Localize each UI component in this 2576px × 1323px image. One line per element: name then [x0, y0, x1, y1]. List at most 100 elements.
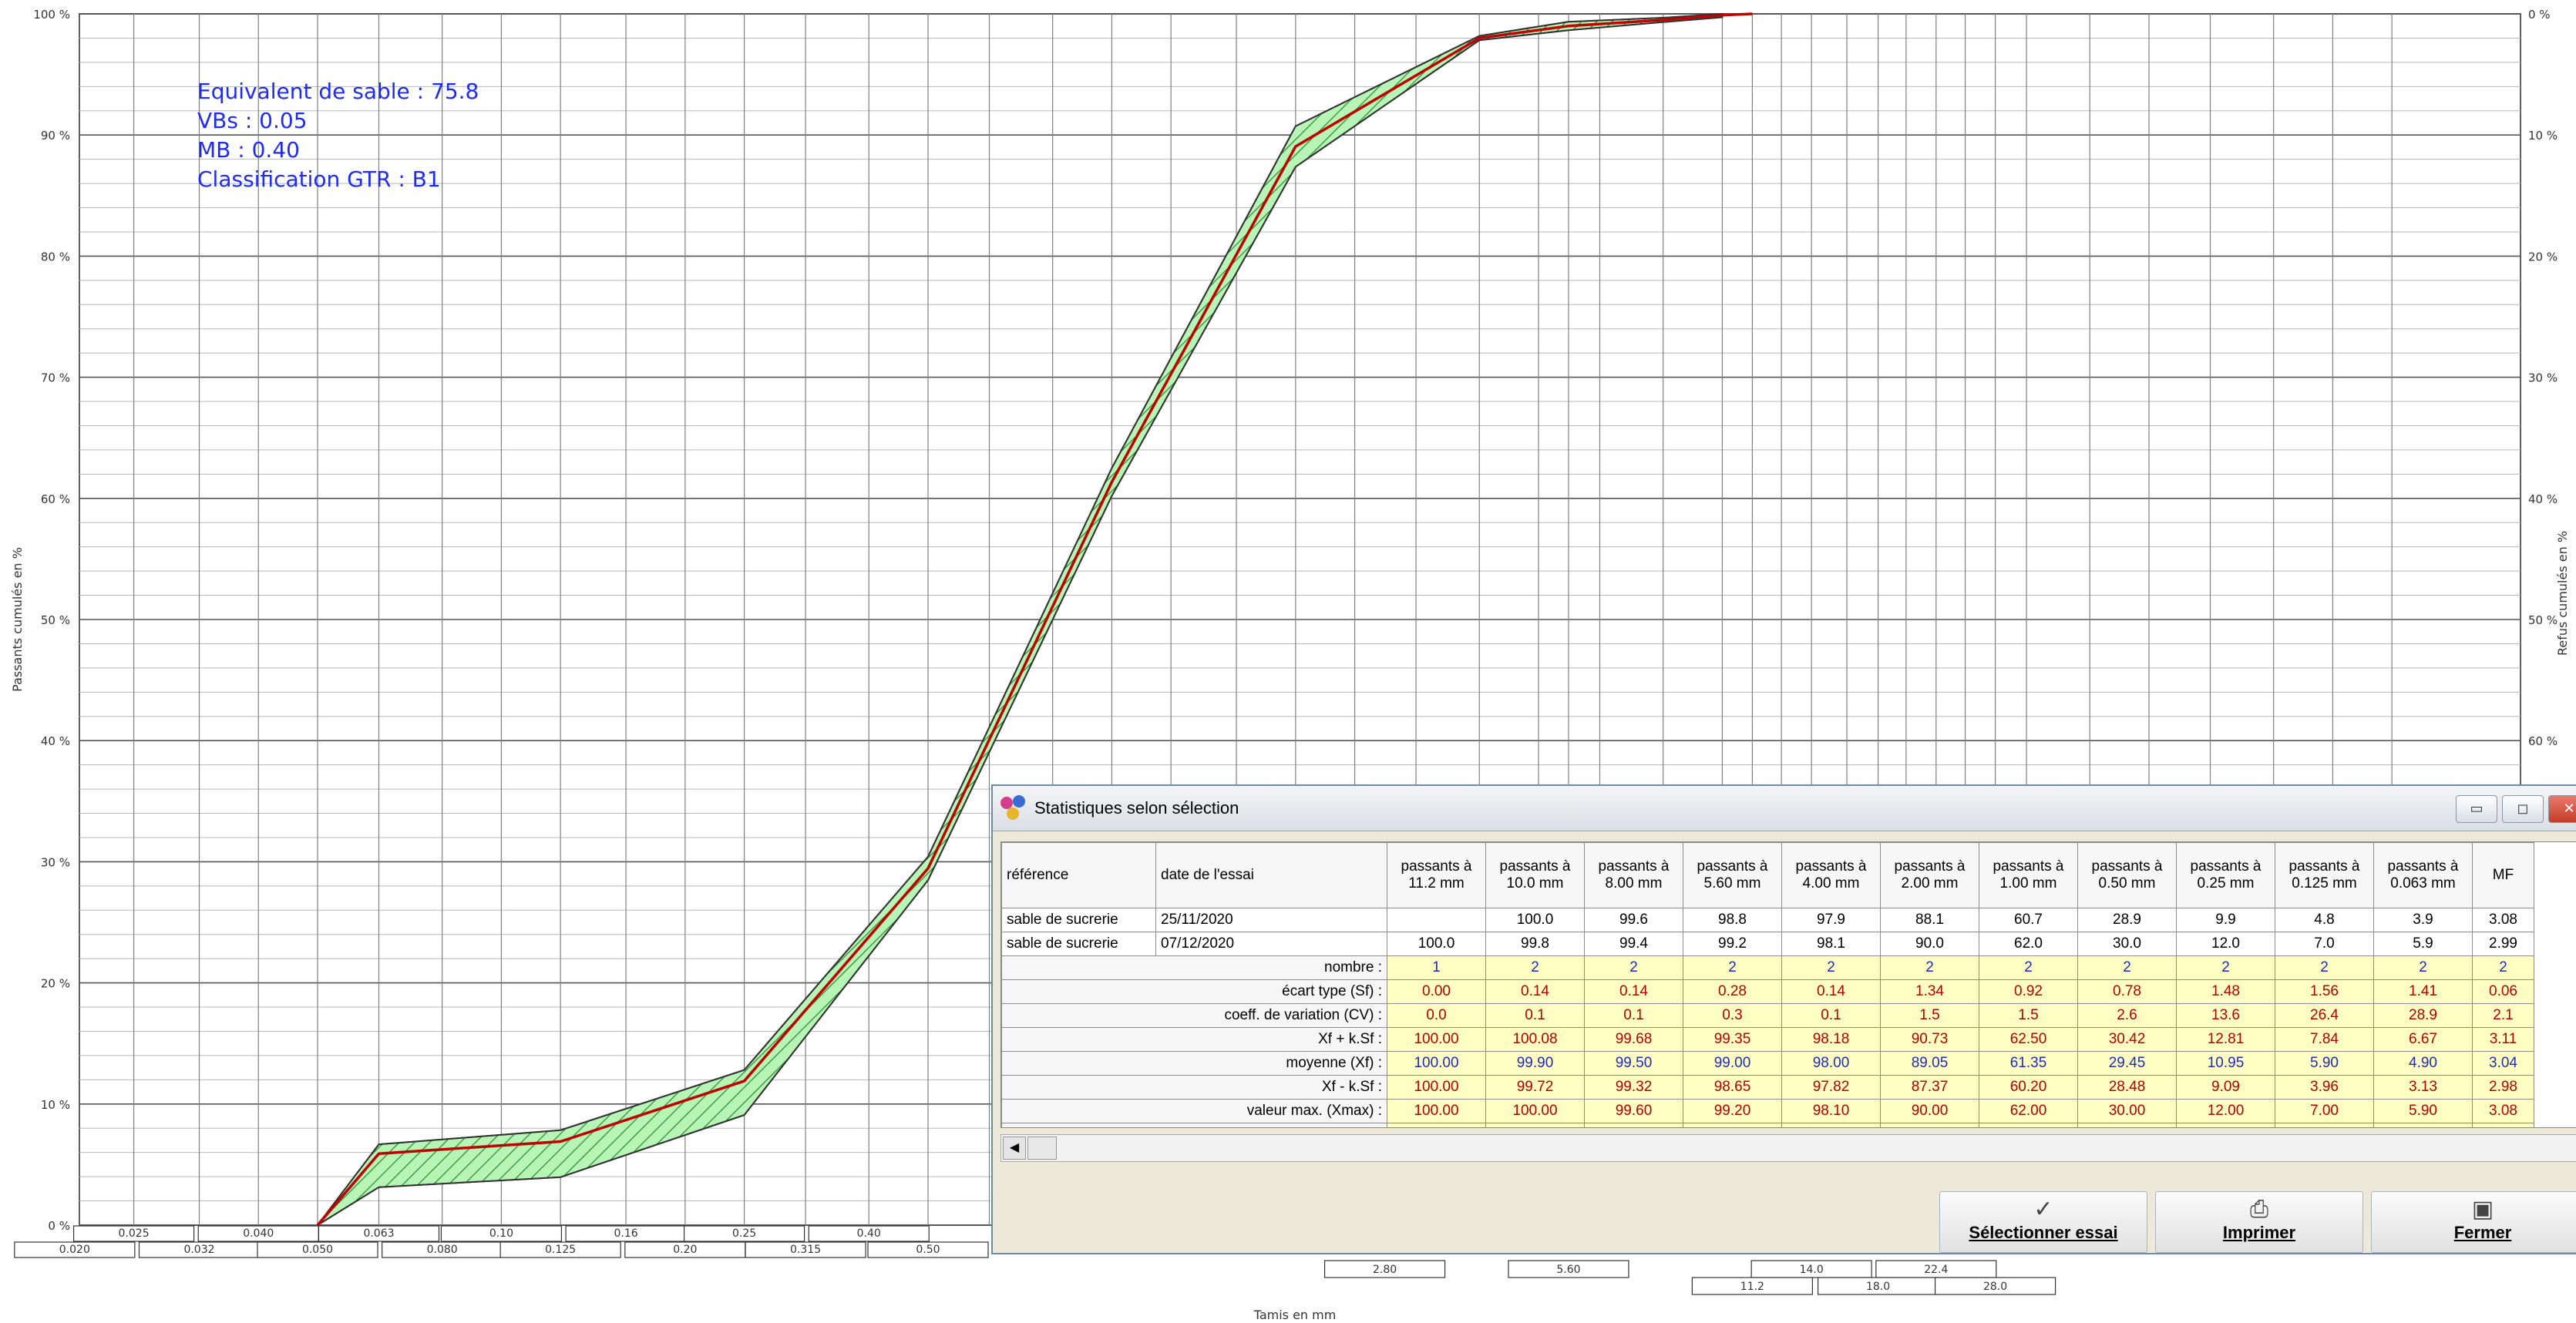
stat-label: valeur max. (Xmax) : — [1001, 1099, 1387, 1123]
horizontal-scrollbar[interactable]: ◀ — [1000, 1134, 2576, 1162]
column-header-sieve[interactable]: passants à 5.60 mm — [1683, 842, 1782, 908]
y2-axis-title: Refus cumulés en % — [2555, 531, 2570, 656]
stat-row: valeur max. (Xmax) :100.00 100.00 99.60 99.… — [1001, 1099, 2534, 1123]
stat-value: 5.90 — [2373, 1099, 2473, 1123]
column-header-sieve[interactable]: passants à 0.125 mm — [2275, 842, 2374, 908]
stat-value: 100.00 — [1387, 1075, 1486, 1100]
stat-row: Xf - k.Sf :100.00 99.72 99.32 98.65 97.82 87.… — [1001, 1075, 2534, 1100]
stat-value: 99.35 — [1683, 1027, 1782, 1052]
stat-value: 99.00 — [1683, 1051, 1782, 1076]
stat-value: 30.00 — [2077, 1099, 2177, 1123]
x-tick-label: 22.4 — [1924, 1264, 1948, 1276]
column-header-sieve[interactable]: passants à 0.25 mm — [2176, 842, 2275, 908]
column-header-line2: 5.60 mm — [1703, 875, 1761, 892]
cell-value: 62.0 — [1979, 932, 2078, 956]
stat-value: 3.11 — [2472, 1027, 2534, 1052]
print-button[interactable]: ⎙ Imprimer — [2155, 1191, 2363, 1253]
column-header-line1: passants à — [1598, 858, 1670, 875]
cell-value: 88.1 — [1880, 908, 1979, 932]
cell-value: 9.9 — [2176, 908, 2275, 932]
scroll-left-icon[interactable]: ◀ — [1003, 1137, 1026, 1160]
stat-row: valeur min. (Xmin) :100.0099.8099.4098.8… — [1001, 1123, 2534, 1127]
x-tick-label: 11.2 — [1740, 1281, 1764, 1293]
stat-value: 100.00 — [1387, 1027, 1486, 1052]
column-header-sieve[interactable]: passants à 2.00 mm — [1880, 842, 1979, 908]
stat-value: 60.20 — [1979, 1075, 2078, 1100]
statistics-window[interactable]: Statistiques selon sélection ▭ ◻ ✕ référ… — [991, 784, 2576, 1254]
stat-label: valeur min. (Xmin) : — [1001, 1123, 1387, 1127]
scroll-thumb[interactable] — [1027, 1137, 1057, 1160]
cell-value: 98.1 — [1781, 932, 1881, 956]
cell-value: 4.8 — [2275, 908, 2374, 932]
stat-value: 99.32 — [1584, 1075, 1683, 1100]
mean-curve — [316, 13, 1723, 1227]
stat-value: 98.00 — [1781, 1051, 1881, 1076]
close-icon[interactable]: ✕ — [2548, 795, 2576, 823]
column-header-line2: 10.0 mm — [1506, 875, 1564, 892]
y2-tick-label: 40 % — [2528, 492, 2558, 506]
upper-bound-line — [317, 13, 1723, 1226]
stat-value: 6.67 — [2373, 1027, 2473, 1052]
y2-tick-label: 30 % — [2528, 371, 2558, 385]
cell-value: 97.9 — [1781, 908, 1881, 932]
x-tick-label: 0.025 — [119, 1227, 150, 1240]
select-icon: ✓ — [2033, 1197, 2053, 1222]
stat-value: 99.20 — [1683, 1099, 1782, 1123]
stat-row: moyenne (Xf) :100.00 99.90 99.50 99.00 98.00… — [1001, 1051, 2534, 1076]
column-header-line1: passants à — [2288, 858, 2360, 875]
stat-value: 100.00 — [1387, 1051, 1486, 1076]
x-tick-label: 0.10 — [489, 1227, 513, 1240]
x-tick-label-box — [683, 1225, 805, 1242]
stat-value: 5.90 — [2275, 1051, 2374, 1076]
stat-value: 99.60 — [1584, 1099, 1683, 1123]
x-tick-label: 18.0 — [1866, 1281, 1890, 1293]
column-header-sieve[interactable]: passants à 4.00 mm — [1781, 842, 1881, 908]
stat-value: 28.90 — [2077, 1123, 2177, 1127]
stat-value: 88.10 — [1880, 1123, 1979, 1127]
table-row[interactable]: sable de sucrerie 25/11/2020 100.0 99.6 98.8… — [1001, 908, 2534, 932]
maximize-button[interactable]: ◻ — [2502, 795, 2544, 823]
y-tick-label: 20 % — [41, 977, 70, 991]
statistics-grid[interactable]: référence date de l'essai passants à 11.2 m… — [1000, 841, 2576, 1128]
stat-value: 0.14 — [1485, 979, 1585, 1004]
app-icon — [1000, 795, 1027, 821]
window-titlebar[interactable]: Statistiques selon sélection ▭ ◻ ✕ — [993, 786, 2576, 831]
close-window-button[interactable]: ▣ Fermer — [2371, 1191, 2576, 1253]
column-header-sieve[interactable]: passants à 8.00 mm — [1584, 842, 1683, 908]
stat-label: moyenne (Xf) : — [1001, 1051, 1387, 1076]
column-header-date[interactable]: date de l'essai — [1155, 842, 1387, 908]
stat-value: 1.34 — [1880, 979, 1979, 1004]
x-tick-label: 0.16 — [614, 1227, 637, 1240]
y-tick-label: 60 % — [41, 492, 70, 506]
stat-value: 2 — [1781, 955, 1881, 980]
window-title: Statistiques selon sélection — [1034, 798, 1239, 818]
x-tick-label: 0.050 — [302, 1244, 333, 1256]
column-header-reference[interactable]: référence — [1001, 842, 1156, 908]
stat-value: 0.0 — [1387, 1003, 1486, 1028]
stat-value: 90.73 — [1880, 1027, 1979, 1052]
stat-label: Xf - k.Sf : — [1001, 1075, 1387, 1100]
column-header-sieve[interactable]: passants à 11.2 mm — [1387, 842, 1486, 908]
cell-value: 99.2 — [1683, 932, 1782, 956]
y2-tick-label: 10 % — [2528, 129, 2558, 143]
table-row[interactable]: sable de sucrerie 07/12/2020 100.0 99.8 99.4… — [1001, 932, 2534, 956]
stat-value: 3.13 — [2373, 1075, 2473, 1100]
x-tick-label-box — [72, 1225, 195, 1242]
minimize-button[interactable]: ▭ — [2456, 795, 2497, 823]
column-header-sieve[interactable]: passants à 0.50 mm — [2077, 842, 2177, 908]
printer-icon: ⎙ — [2250, 1197, 2268, 1222]
stat-label: Xf + k.Sf : — [1001, 1027, 1387, 1052]
y-tick-label: 90 % — [41, 129, 70, 143]
select-test-button[interactable]: ✓ Sélectionner essai — [1939, 1191, 2147, 1253]
column-header-sieve[interactable]: passants à 10.0 mm — [1485, 842, 1585, 908]
cell-value: 99.8 — [1485, 932, 1585, 956]
stat-value: 2.6 — [2077, 1003, 2177, 1028]
column-header-mf[interactable]: MF — [2472, 842, 2534, 908]
column-header-sieve[interactable]: passants à 0.063 mm — [2373, 842, 2473, 908]
cell-value: 100.0 — [1485, 908, 1585, 932]
column-header-sieve[interactable]: passants à 1.00 mm — [1979, 842, 2078, 908]
stat-value: 12.00 — [2176, 1099, 2275, 1123]
stat-value: 10.95 — [2176, 1051, 2275, 1076]
stat-value: 100.08 — [1485, 1027, 1585, 1052]
mean-curve-tail — [1722, 12, 1753, 17]
